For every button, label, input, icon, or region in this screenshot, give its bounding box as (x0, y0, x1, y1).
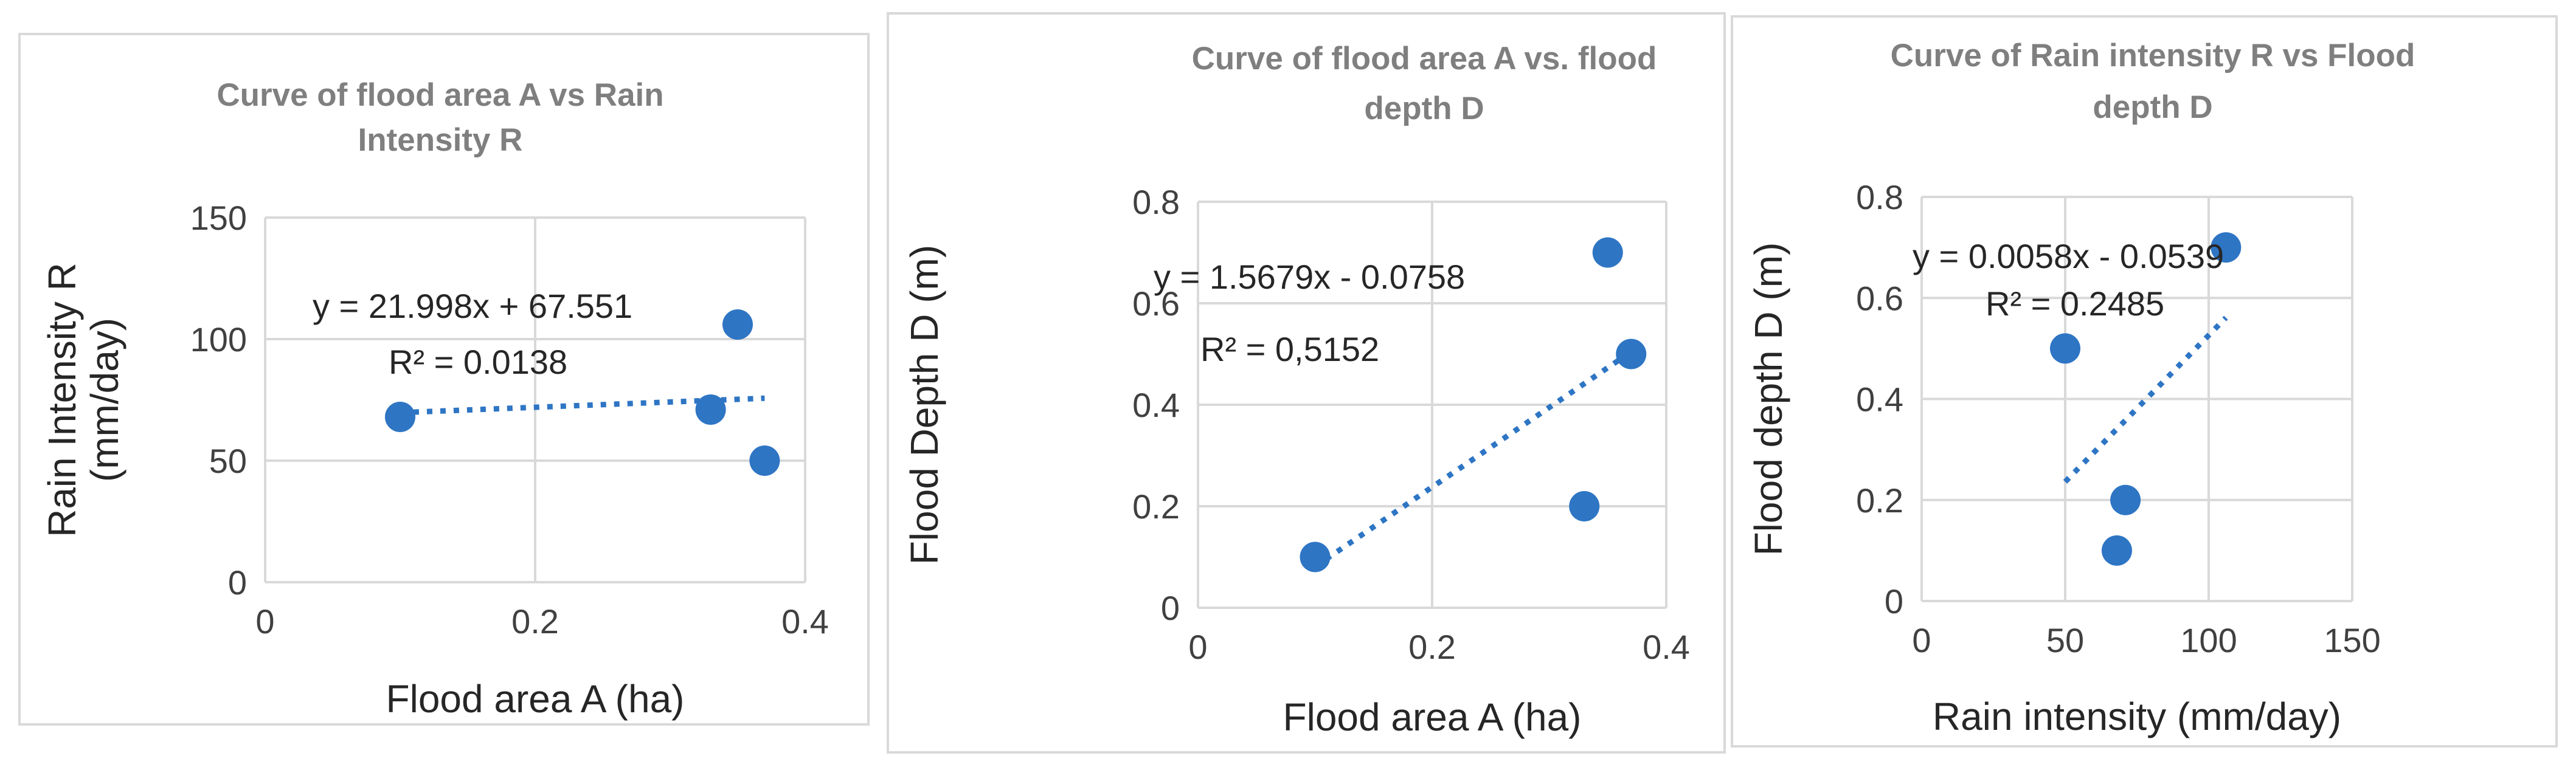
x-axis-title: Flood area A (ha) (1283, 695, 1582, 739)
trendline-equation: y = 21.998x + 67.551 (313, 287, 632, 325)
chart-panel-flood-area-vs-rain: Curve of flood area A vs Rain Intensity R… (18, 33, 870, 726)
y-tick-label: 0.2 (1132, 487, 1180, 526)
y-tick-label: 0.4 (1856, 380, 1903, 419)
data-point (749, 445, 780, 476)
x-tick-label: 0.2 (1408, 628, 1456, 666)
x-axis-title: Flood area A (ha) (386, 677, 685, 721)
trendline-equation: y = 0.0058x - 0.0539 (1913, 237, 2224, 275)
r-squared-label: R² = 0.2485 (1986, 284, 2164, 323)
data-point (695, 394, 726, 425)
data-point (2101, 535, 2132, 566)
x-tick-label: 0.4 (1643, 628, 1690, 666)
x-tick-label: 0 (1188, 628, 1207, 666)
data-point (2211, 232, 2242, 263)
data-point (1300, 541, 1331, 572)
data-point (1569, 491, 1600, 521)
x-tick-label: 0 (255, 602, 274, 641)
trendline (2063, 315, 2228, 484)
y-tick-label: 0 (1161, 589, 1180, 627)
x-tick-label: 0 (1912, 621, 1931, 659)
data-point (385, 402, 415, 432)
data-point (2050, 333, 2080, 364)
y-tick-label: 150 (190, 199, 247, 237)
data-point (1592, 237, 1623, 268)
chart-title-line: Curve of flood area A vs. flood (1192, 41, 1657, 77)
y-axis-title-line: (mm/day) (83, 318, 126, 482)
y-axis-title-line: Rain Intensity R (40, 263, 84, 537)
y-tick-label: 0 (228, 563, 247, 602)
y-axis-title-line: Flood depth D (m) (1747, 242, 1790, 556)
x-tick-label: 100 (2180, 621, 2237, 659)
chart-panel-rain-vs-depth: Curve of Rain intensity R vs Flood depth … (1731, 15, 2558, 748)
trendline (1313, 349, 1633, 569)
x-axis-title: Rain intensity (mm/day) (1933, 695, 2341, 738)
y-tick-label: 0.2 (1856, 481, 1903, 520)
data-point (2110, 484, 2141, 515)
r-squared-label: R² = 0.0138 (389, 343, 567, 381)
y-tick-label: 0.8 (1856, 178, 1903, 216)
chart-title-line: Intensity R (358, 122, 523, 158)
chart-title-line: Curve of flood area A vs Rain (216, 77, 663, 113)
x-tick-label: 0.2 (511, 602, 559, 641)
trendline-equation: y = 1.5679x - 0.0758 (1154, 258, 1465, 296)
y-tick-label: 0.6 (1856, 279, 1903, 317)
y-tick-label: 0 (1885, 582, 1903, 620)
r-squared-label: R² = 0,5152 (1200, 330, 1379, 368)
chart-svg: Curve of flood area A vs Rain Intensity R… (40, 77, 829, 721)
x-tick-label: 50 (2046, 621, 2084, 659)
chart-svg: Curve of Rain intensity R vs Flood depth … (1747, 38, 2415, 738)
y-tick-label: 0.6 (1132, 284, 1180, 323)
chart-title-line: Curve of Rain intensity R vs Flood (1891, 38, 2415, 74)
x-tick-label: 0.4 (781, 602, 829, 641)
y-tick-label: 100 (190, 320, 247, 359)
y-tick-label: 0.8 (1132, 183, 1180, 221)
data-point (1616, 339, 1647, 370)
chart-title-line: depth D (2093, 89, 2212, 125)
y-tick-label: 50 (209, 442, 247, 480)
chart-title-line: depth D (1364, 91, 1484, 126)
data-point (722, 309, 753, 340)
x-tick-label: 150 (2324, 621, 2380, 659)
y-axis-title-line: Flood Depth D (m) (902, 245, 946, 565)
y-tick-label: 0.4 (1132, 386, 1180, 424)
